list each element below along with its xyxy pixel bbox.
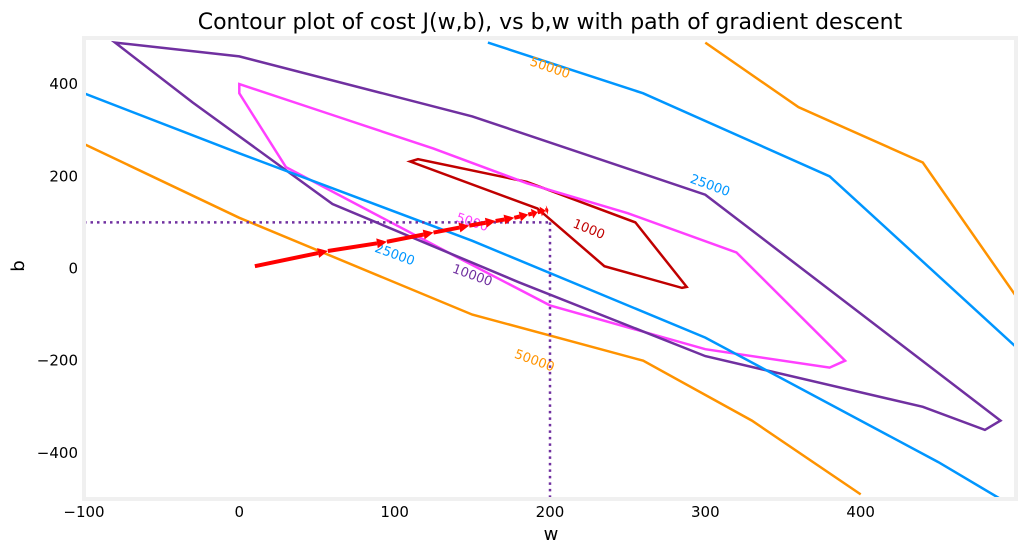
y-tick-label: −400 [37,444,78,462]
contour-label-25000: 25000 [688,172,732,200]
y-tick-label: 400 [49,75,78,93]
contour-10000 [115,43,1000,430]
x-tick-label: 100 [380,503,409,521]
path-step-5 [469,223,486,226]
x-axis-label: w [544,524,559,545]
y-tick-label: −200 [37,352,78,370]
x-tick-label: −100 [63,503,104,521]
contour-25000-lower [84,93,1001,499]
path-step-2 [328,243,377,251]
contour-5000 [239,84,845,368]
path-step-6 [496,219,505,221]
path-arrowhead-7 [519,212,529,222]
path-arrowhead-3 [423,230,434,240]
x-tick-label: 300 [691,503,720,521]
path-step-1 [255,253,318,266]
y-tick-label: 200 [49,167,78,185]
path-step-9 [538,212,541,213]
contour-label-1000: 1000 [570,217,606,243]
contour-1000 [410,159,687,288]
x-tick-label: 0 [235,503,245,521]
path-step-7 [514,216,520,217]
y-axis-label: b [8,260,29,271]
x-tick-label: 200 [536,503,565,521]
x-tick-label: 400 [846,503,875,521]
y-axis-ticks: −400 −200 0 200 400 [37,75,78,462]
x-axis-ticks: −100 0 100 200 300 400 [63,503,875,521]
path-step-8 [528,214,532,215]
contour-50000-lower [84,144,861,494]
chart-title: Contour plot of cost J(w,b), vs b,w with… [198,10,903,35]
contour-50000-upper [705,43,1016,297]
y-tick-label: 0 [68,260,78,278]
contour-label-50000: 50000 [528,55,572,83]
